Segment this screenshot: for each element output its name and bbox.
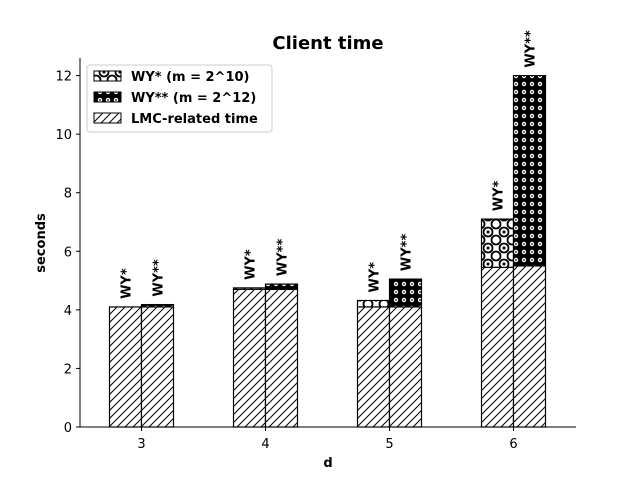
- bar-wy-star-star-lmc: [388, 306, 423, 428]
- bar-wy-star-lmc: [356, 306, 391, 428]
- bar-wy-star-star-lmc: [512, 265, 547, 428]
- y-axis-title: seconds: [34, 213, 49, 273]
- bar-wy-star-star-extra: [140, 303, 175, 308]
- y-tick-label: 10: [55, 128, 72, 143]
- bar-wy-star-extra: [480, 218, 515, 268]
- x-tick-label: 3: [137, 437, 145, 452]
- bar-value-label: WY*: [492, 180, 507, 211]
- y-axis: 0 2 4 6 8 10 12: [55, 70, 80, 436]
- bar-value-label: WY**: [152, 259, 167, 297]
- x-tick-label: 4: [261, 437, 269, 452]
- bar-wy-star-star-lmc: [264, 288, 299, 428]
- y-tick-label: 12: [55, 70, 72, 85]
- y-tick-label: 2: [64, 362, 72, 377]
- y-tick-label: 6: [64, 245, 72, 260]
- bar-wy-star-lmc: [232, 288, 267, 428]
- y-tick-label: 8: [64, 187, 72, 202]
- legend-label-wy-star: WY* (m = 2^10): [131, 70, 249, 85]
- bar-wy-star-lmc: [108, 306, 143, 428]
- bar-value-label: WY**: [524, 30, 539, 68]
- x-axis: 3 4 5 6: [137, 427, 518, 452]
- bars: [108, 74, 547, 428]
- bar-value-label: WY**: [276, 239, 291, 277]
- bar-value-label: WY**: [400, 234, 415, 272]
- y-tick-label: 0: [64, 421, 72, 436]
- bar-labels: WY* WY** WY* WY** WY* WY** WY* WY**: [120, 30, 539, 299]
- bar-wy-star-star-lmc: [140, 306, 175, 428]
- legend-label-wy-star-star: WY** (m = 2^12): [131, 91, 256, 106]
- legend: WY* (m = 2^10) WY** (m = 2^12) LMC-relat…: [86, 64, 273, 133]
- x-tick-label: 6: [509, 437, 517, 452]
- bar-wy-star-star-extra: [388, 278, 423, 308]
- bar-value-label: WY*: [244, 249, 259, 280]
- chart-title: Client time: [272, 33, 383, 54]
- bar-wy-star-extra: [356, 299, 391, 308]
- bar-value-label: WY*: [120, 268, 135, 299]
- legend-swatch-wy-star: [93, 70, 122, 82]
- bar-wy-star-extra: [232, 287, 267, 290]
- bar-wy-star-star-extra: [264, 283, 299, 290]
- legend-swatch-lmc: [93, 112, 122, 124]
- y-tick-label: 4: [64, 304, 72, 319]
- bar-wy-star-star-extra: [512, 74, 547, 267]
- legend-label-lmc: LMC-related time: [131, 112, 258, 127]
- x-axis-title: d: [323, 456, 332, 471]
- bar-wy-star-lmc: [480, 266, 515, 428]
- legend-box: [86, 64, 273, 133]
- x-tick-label: 5: [385, 437, 393, 452]
- legend-swatch-wy-star-star: [93, 91, 122, 103]
- bar-value-label: WY*: [368, 262, 383, 293]
